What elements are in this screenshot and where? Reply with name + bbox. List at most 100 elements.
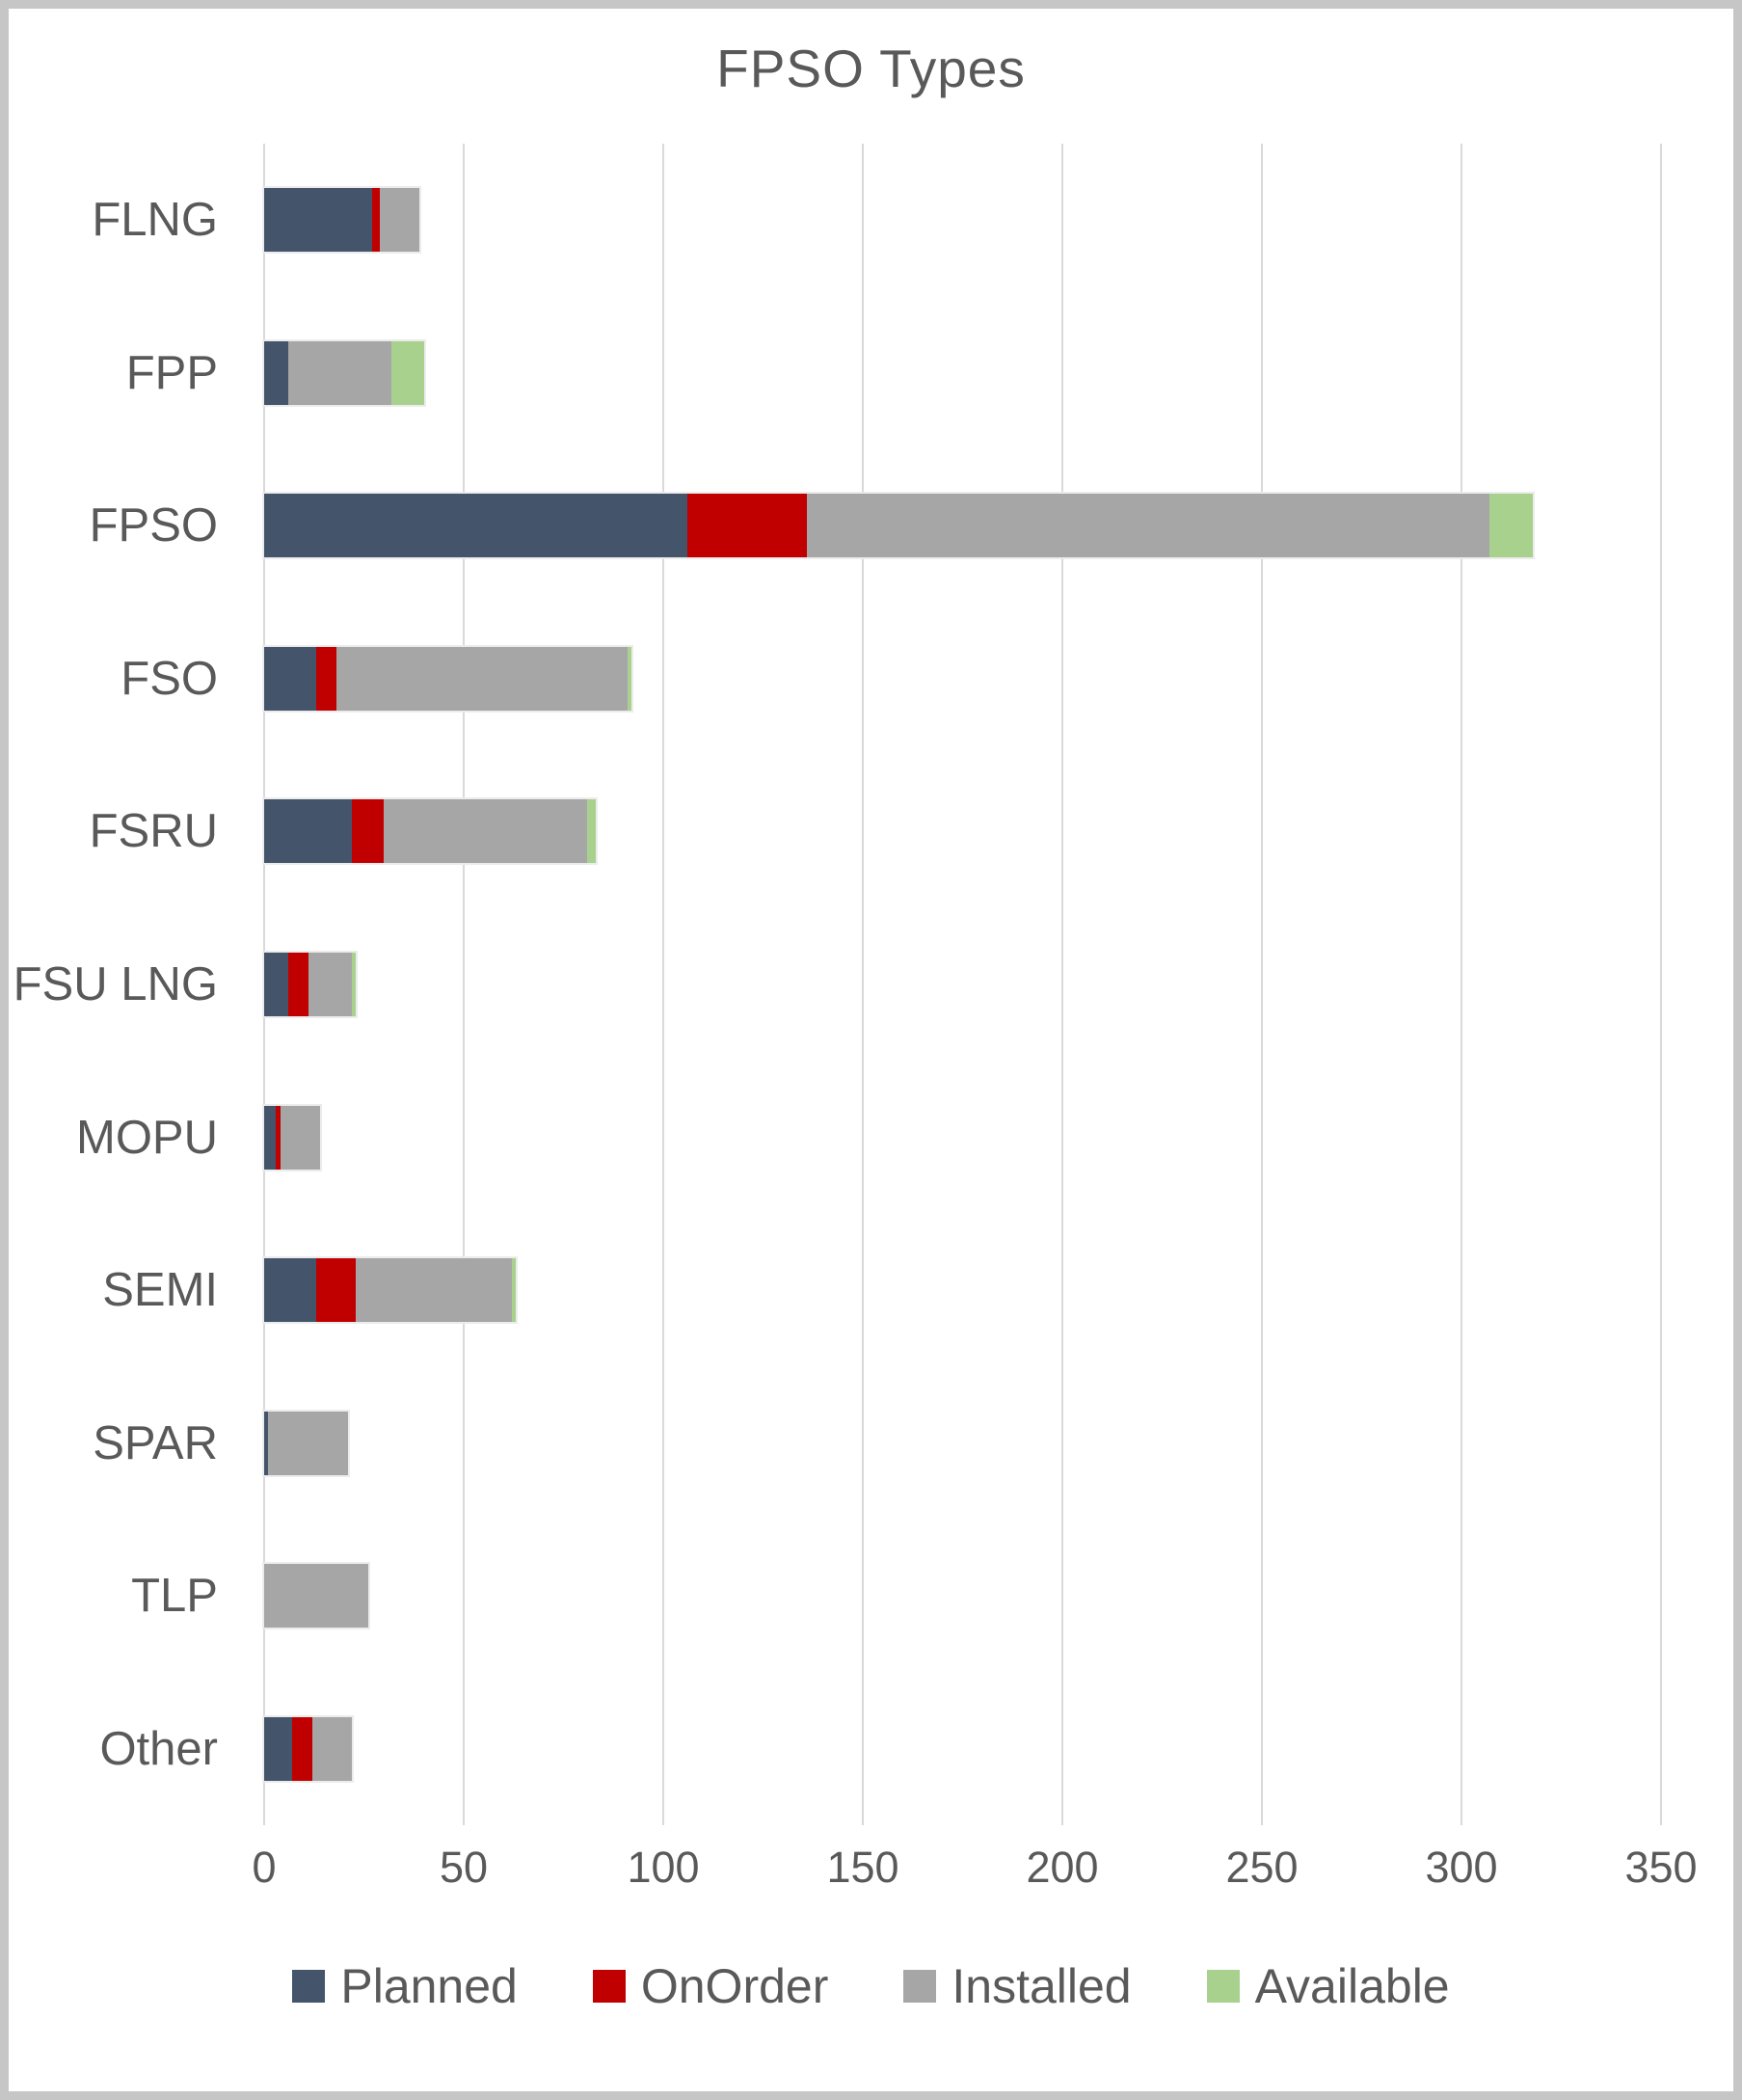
y-category-label: FPP [125,346,218,399]
chart-title: FPSO Types [716,39,1026,98]
legend-item-installed[interactable]: Installed [903,1958,1132,2014]
bar-stack-mopu [264,1105,320,1170]
legend-label: OnOrder [640,1959,829,2013]
gridline [1061,144,1063,1825]
bar-segment-planned[interactable] [264,1411,269,1475]
gridline [862,144,864,1825]
bar-segment-available[interactable] [587,799,596,864]
bar-row [264,603,1661,756]
y-category-label: Other [99,1722,218,1775]
y-category-label: TLP [131,1570,218,1623]
bar-segment-installed[interactable] [280,1105,320,1170]
bar-row [264,1214,1661,1367]
bar-segment-onorder[interactable] [371,188,381,253]
bar-segment-onorder[interactable] [287,952,308,1016]
y-axis-labels: FLNG FPP FPSO FSO FSRU FSU LNG MOPU SEMI SPAR TLP… [9,144,241,1825]
bar-segment-installed[interactable] [384,799,588,864]
bar-row [264,449,1661,603]
bar-segment-installed[interactable] [380,188,420,253]
y-category-label: SEMI [102,1264,218,1317]
bar-row [264,297,1661,450]
legend-swatch-icon [292,1970,326,2003]
bar-segment-planned[interactable] [264,188,372,253]
x-tick-label: 0 [252,1843,277,1892]
gridline [1461,144,1462,1825]
bar-segment-onorder[interactable] [686,494,808,558]
y-category-label: FPSO [89,499,218,552]
y-category-label: MOPU [76,1111,218,1164]
bar-row [264,755,1661,908]
y-category-label: FLNG [92,194,218,247]
x-tick-label: 250 [1225,1843,1299,1892]
bar-segment-planned[interactable] [264,1105,277,1170]
bar-stack-tlp [264,1564,368,1629]
bar-segment-planned[interactable] [264,494,687,558]
bar-stack-fso [264,646,631,711]
bar-segment-onorder[interactable] [352,799,385,864]
bar-stack-semi [264,1258,516,1323]
y-category-label: SPAR [93,1416,218,1469]
bar-row [264,1366,1661,1520]
legend-item-available[interactable]: Available [1206,1958,1450,2014]
bar-segment-onorder[interactable] [291,1716,312,1781]
legend: Planned OnOrder Installed Available [9,1958,1733,2014]
bar-row [264,908,1661,1062]
x-tick-label: 100 [627,1843,700,1892]
y-category-label: FSO [121,652,218,705]
bar-stack-fsru [264,799,596,864]
bar-segment-planned[interactable] [264,646,316,711]
bar-segment-onorder[interactable] [315,646,336,711]
legend-label: Available [1254,1959,1450,2013]
bar-segment-installed[interactable] [264,1564,368,1629]
y-category-label: FSRU [89,805,218,858]
x-tick-label: 150 [826,1843,899,1892]
y-category-label: FSU LNG [13,958,218,1010]
bar-segment-available[interactable] [511,1258,516,1323]
x-tick-label: 350 [1624,1843,1698,1892]
x-tick-label: 300 [1425,1843,1498,1892]
bar-segment-onorder[interactable] [315,1258,357,1323]
x-axis-ticks: 0 50 100 150 200 250 300 350 [252,1843,1697,1900]
gridline [662,144,664,1825]
bar-row [264,1672,1661,1825]
bar-segment-planned[interactable] [264,1716,292,1781]
bar-segment-installed[interactable] [335,646,628,711]
bar-segment-available[interactable] [352,952,357,1016]
bar-segment-planned[interactable] [264,799,353,864]
bar-stack-other [264,1716,353,1781]
gridline [1660,144,1662,1825]
bar-segment-available[interactable] [627,646,631,711]
legend-label: Planned [340,1959,518,2013]
bar-segment-installed[interactable] [311,1716,353,1781]
legend-swatch-icon [903,1970,937,2003]
bar-stack-fsu-lng [264,952,357,1016]
plot-area [263,144,1662,1825]
gridline [1261,144,1263,1825]
bar-row [264,1520,1661,1673]
gridline [463,144,465,1825]
bar-stack-flng [264,188,420,253]
x-tick-label: 50 [439,1843,489,1892]
x-tick-label: 200 [1026,1843,1099,1892]
bar-segment-planned[interactable] [264,1258,316,1323]
legend-swatch-icon [592,1970,626,2003]
bar-segment-available[interactable] [391,340,424,405]
bar-stack-fpp [264,340,424,405]
bar-segment-installed[interactable] [308,952,353,1016]
legend-label: Installed [951,1959,1132,2013]
bar-segment-installed[interactable] [268,1411,348,1475]
bar-row [264,1061,1661,1214]
bar-segment-installed[interactable] [356,1258,512,1323]
legend-item-planned[interactable]: Planned [292,1958,518,2014]
bar-stack-spar [264,1411,348,1475]
bar-segment-planned[interactable] [264,340,288,405]
bar-segment-planned[interactable] [264,952,288,1016]
bar-row [264,144,1661,297]
bar-segment-available[interactable] [1488,494,1534,558]
legend-swatch-icon [1206,1970,1240,2003]
bar-segment-installed[interactable] [807,494,1489,558]
legend-item-onorder[interactable]: OnOrder [592,1958,829,2014]
bar-segment-onorder[interactable] [276,1105,281,1170]
bar-segment-installed[interactable] [287,340,392,405]
